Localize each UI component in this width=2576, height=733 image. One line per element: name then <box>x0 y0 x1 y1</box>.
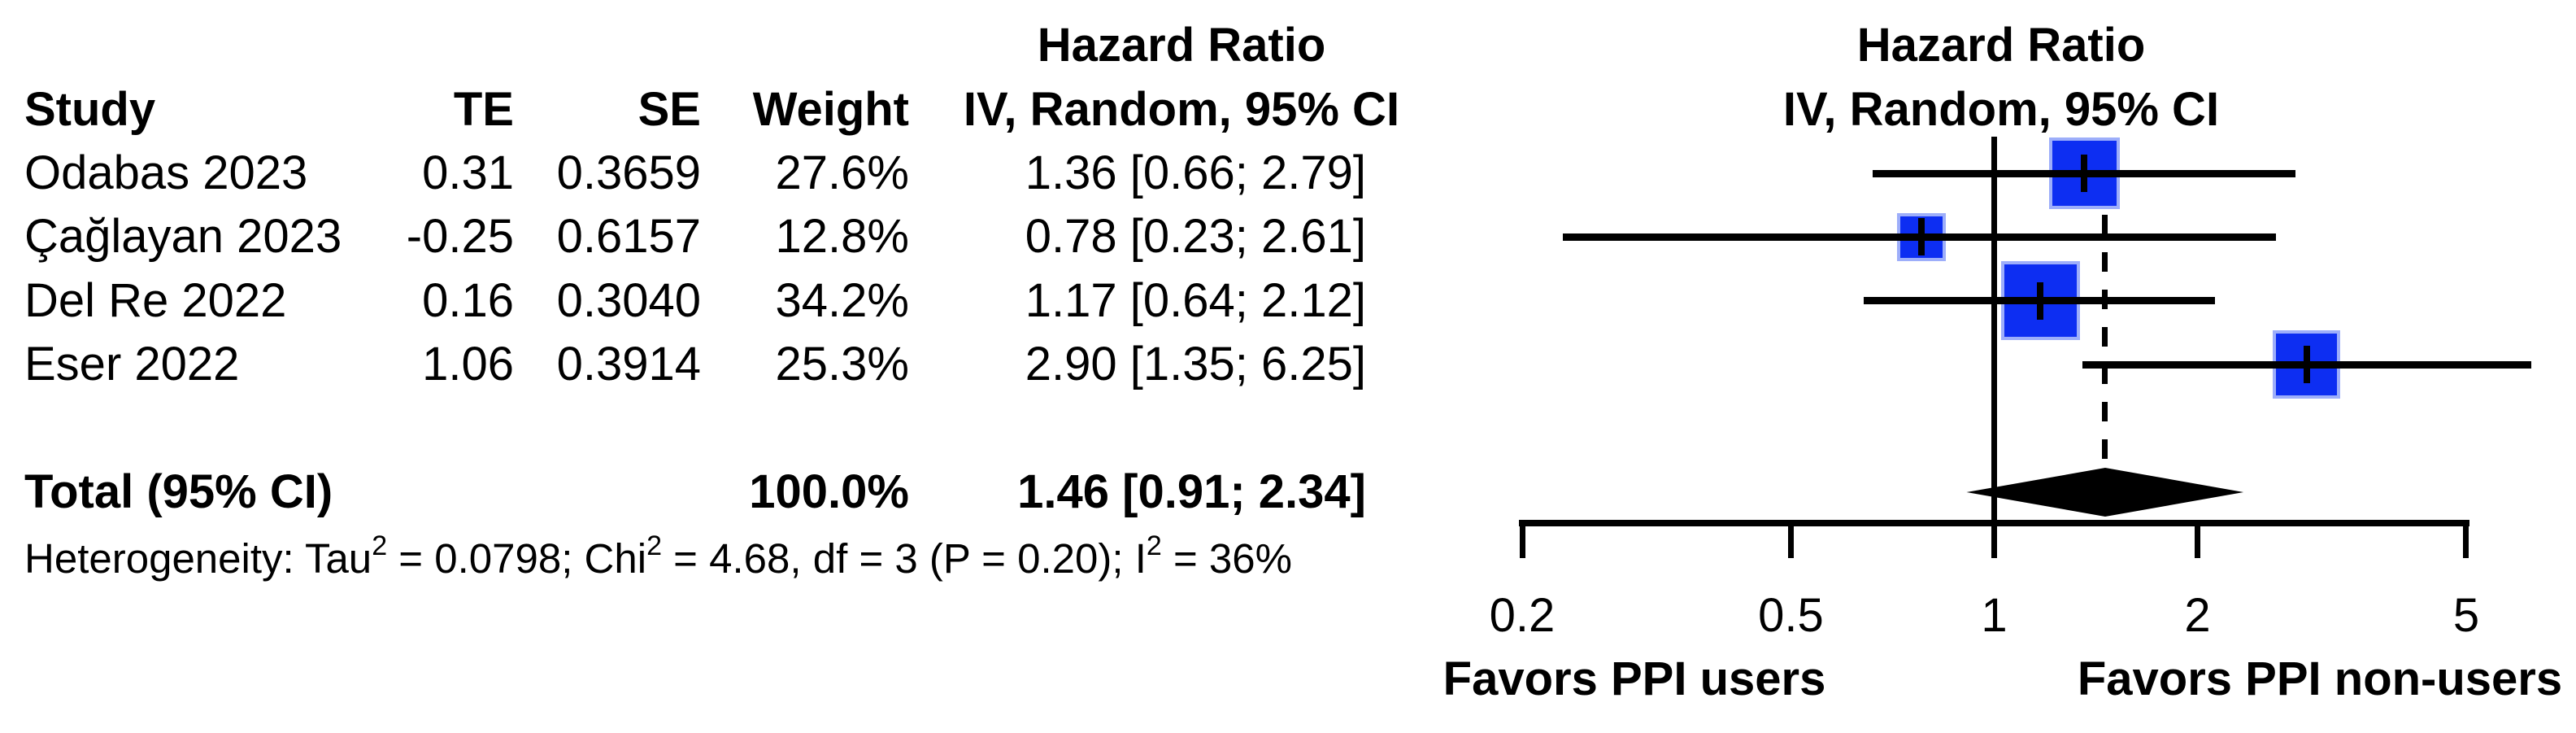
point-estimate-tick <box>1917 218 1925 256</box>
tick-label: 0.5 <box>1758 589 1824 642</box>
study-ci: 0.78 [0.23; 2.61] <box>1025 210 1366 263</box>
study-name: Odabas 2023 <box>24 146 308 199</box>
plot-title-line2: IV, Random, 95% CI <box>1782 83 2220 136</box>
study-ci: 1.36 [0.66; 2.79] <box>1025 146 1366 199</box>
het-text: Heterogeneity: Tau <box>24 535 372 582</box>
study-te: 1.06 <box>422 338 514 390</box>
het-sup: 2 <box>372 530 388 561</box>
het-text: = 36% <box>1161 535 1293 582</box>
het-sup: 2 <box>1146 530 1162 561</box>
total-ci: 1.46 [0.91; 2.34] <box>1017 465 1366 518</box>
axis-tick <box>1991 523 1997 558</box>
study-name: Çağlayan 2023 <box>24 210 342 263</box>
study-te: -0.25 <box>406 210 514 263</box>
het-sup: 2 <box>646 530 663 561</box>
heterogeneity-note: Heterogeneity: Tau2 = 0.0798; Chi2 = 4.6… <box>24 532 1293 582</box>
favors-right-label: Favors PPI non-users <box>2077 652 2563 705</box>
axis-tick <box>1519 523 1525 558</box>
tick-label: 0.2 <box>1489 589 1556 642</box>
table-header-ci: IV, Random, 95% CI <box>963 83 1400 136</box>
study-se: 0.3659 <box>556 146 701 199</box>
table-header-te: TE <box>453 83 514 136</box>
axis-tick <box>1787 523 1794 558</box>
study-se: 0.3914 <box>556 338 701 390</box>
study-name: Eser 2022 <box>24 338 240 390</box>
study-ci: 2.90 [1.35; 6.25] <box>1025 338 1366 390</box>
point-estimate-tick <box>2037 281 2044 320</box>
plot-title-line1: Hazard Ratio <box>1856 19 2146 72</box>
study-weight: 34.2% <box>775 274 909 327</box>
study-name: Del Re 2022 <box>24 274 287 327</box>
study-se: 0.6157 <box>556 210 701 263</box>
study-weight: 27.6% <box>775 146 909 199</box>
table-ci-header-line1: Hazard Ratio <box>1037 19 1326 72</box>
favors-left-label: Favors PPI users <box>1442 652 1826 705</box>
study-ci: 1.17 [0.64; 2.12] <box>1025 274 1366 327</box>
study-weight: 12.8% <box>775 210 909 263</box>
table-header-weight: Weight <box>752 83 909 136</box>
study-te: 0.16 <box>422 274 514 327</box>
table-header-se: SE <box>637 83 701 136</box>
total-weight: 100.0% <box>749 465 909 518</box>
table-header-study: Study <box>24 83 156 136</box>
total-label: Total (95% CI) <box>24 465 333 518</box>
axis-tick <box>2195 523 2200 558</box>
het-text: = 4.68, df = 3 (P = 0.20); I <box>662 535 1147 582</box>
study-weight: 25.3% <box>775 338 909 390</box>
point-estimate-tick <box>2081 155 2088 192</box>
tick-label: 1 <box>1981 589 2008 642</box>
study-se: 0.3040 <box>556 274 701 327</box>
axis-tick <box>2463 523 2469 558</box>
reference-line <box>1991 137 1997 526</box>
study-te: 0.31 <box>422 146 514 199</box>
het-text: = 0.0798; Chi <box>387 535 647 582</box>
tick-label: 5 <box>2452 589 2480 642</box>
point-estimate-tick <box>2303 346 2310 383</box>
tick-label: 2 <box>2184 589 2211 642</box>
